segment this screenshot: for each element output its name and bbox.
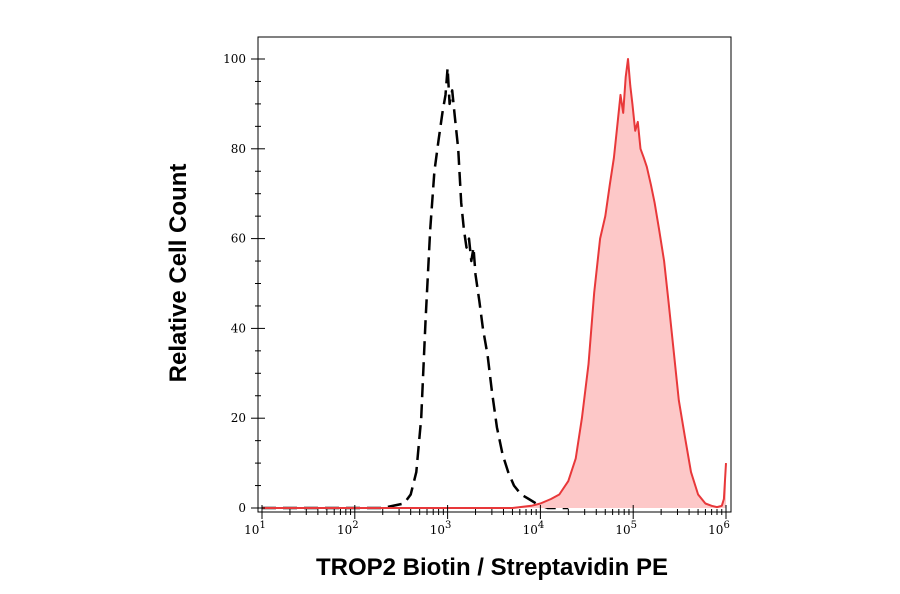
y-tick-label: 60 bbox=[231, 232, 246, 246]
y-tick-label: 40 bbox=[231, 321, 246, 335]
series-line-0 bbox=[262, 66, 569, 510]
x-tick-label: 104 bbox=[523, 520, 545, 537]
x-tick-label: 105 bbox=[615, 520, 637, 537]
y-tick-label: 20 bbox=[231, 411, 246, 425]
x-axis: 101 102 103 104 105 106 bbox=[244, 505, 730, 537]
x-tick-label: 106 bbox=[708, 520, 730, 537]
y-tick-label: 100 bbox=[223, 52, 246, 66]
plot-area: 0 20 40 60 80 100 101 102 103 104 105 106 bbox=[223, 36, 732, 537]
y-axis-title: Relative Cell Count bbox=[165, 164, 192, 383]
y-axis: 0 20 40 60 80 100 bbox=[223, 52, 265, 515]
y-tick-label: 0 bbox=[238, 501, 246, 515]
x-tick-label: 101 bbox=[244, 520, 266, 537]
series-layer bbox=[262, 58, 727, 510]
series-fill-1 bbox=[262, 59, 726, 508]
y-tick-label: 80 bbox=[231, 142, 246, 156]
x-axis-title: TROP2 Biotin / Streptavidin PE bbox=[316, 554, 668, 581]
x-tick-label: 102 bbox=[337, 520, 359, 537]
x-tick-label: 103 bbox=[430, 520, 452, 537]
plot-frame bbox=[257, 36, 732, 513]
series-line-1 bbox=[262, 58, 727, 509]
